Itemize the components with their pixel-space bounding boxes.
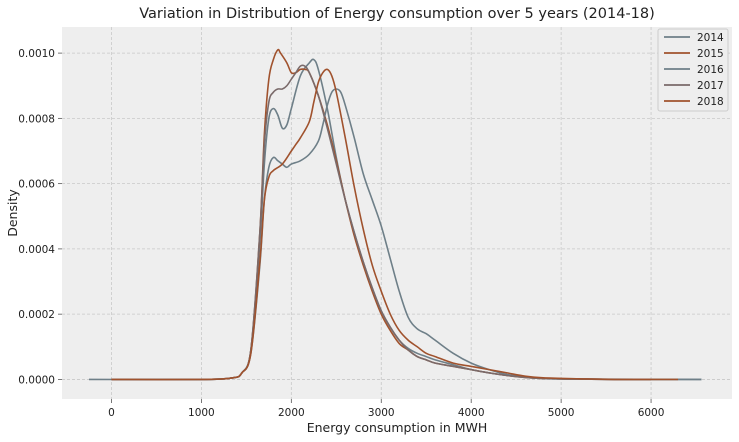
grid xyxy=(62,27,732,399)
legend-box xyxy=(657,28,729,112)
x-axis-label: Energy consumption in MWH xyxy=(307,420,488,435)
x-axis: 0 1000 2000 3000 4000 5000 6000 xyxy=(108,399,664,419)
legend-label-2014: 2014 xyxy=(697,32,724,44)
series-line-2018 xyxy=(111,68,679,381)
plot-area xyxy=(62,27,732,399)
y-axis-label: Density xyxy=(5,189,20,237)
x-tick-label: 2000 xyxy=(278,407,305,419)
x-tick-label: 0 xyxy=(108,407,115,419)
x-tick-label: 3000 xyxy=(368,407,395,419)
y-tick-label: 0.0000 xyxy=(18,374,55,386)
y-tick-label: 0.0008 xyxy=(18,113,55,125)
x-tick-label: 5000 xyxy=(548,407,575,419)
y-axis: 0.0000 0.0002 0.0004 0.0006 0.0008 0.0010 xyxy=(18,48,62,386)
y-tick-label: 0.0010 xyxy=(18,48,55,60)
series-layer xyxy=(88,48,702,381)
series-line-2017 xyxy=(111,64,652,381)
legend-label-2018: 2018 xyxy=(697,96,724,108)
y-tick-label: 0.0002 xyxy=(18,309,55,321)
y-tick-label: 0.0006 xyxy=(18,179,55,191)
legend-label-2015: 2015 xyxy=(697,48,724,60)
y-tick-label: 0.0004 xyxy=(18,244,55,256)
legend-label-2017: 2017 xyxy=(697,80,724,92)
x-tick-label: 6000 xyxy=(638,407,665,419)
legend: 2014 2015 2016 2017 2018 xyxy=(657,28,729,112)
x-tick-label: 1000 xyxy=(188,407,215,419)
chart-title: Variation in Distribution of Energy cons… xyxy=(139,6,655,22)
x-tick-label: 4000 xyxy=(458,407,485,419)
legend-label-2016: 2016 xyxy=(697,64,724,76)
